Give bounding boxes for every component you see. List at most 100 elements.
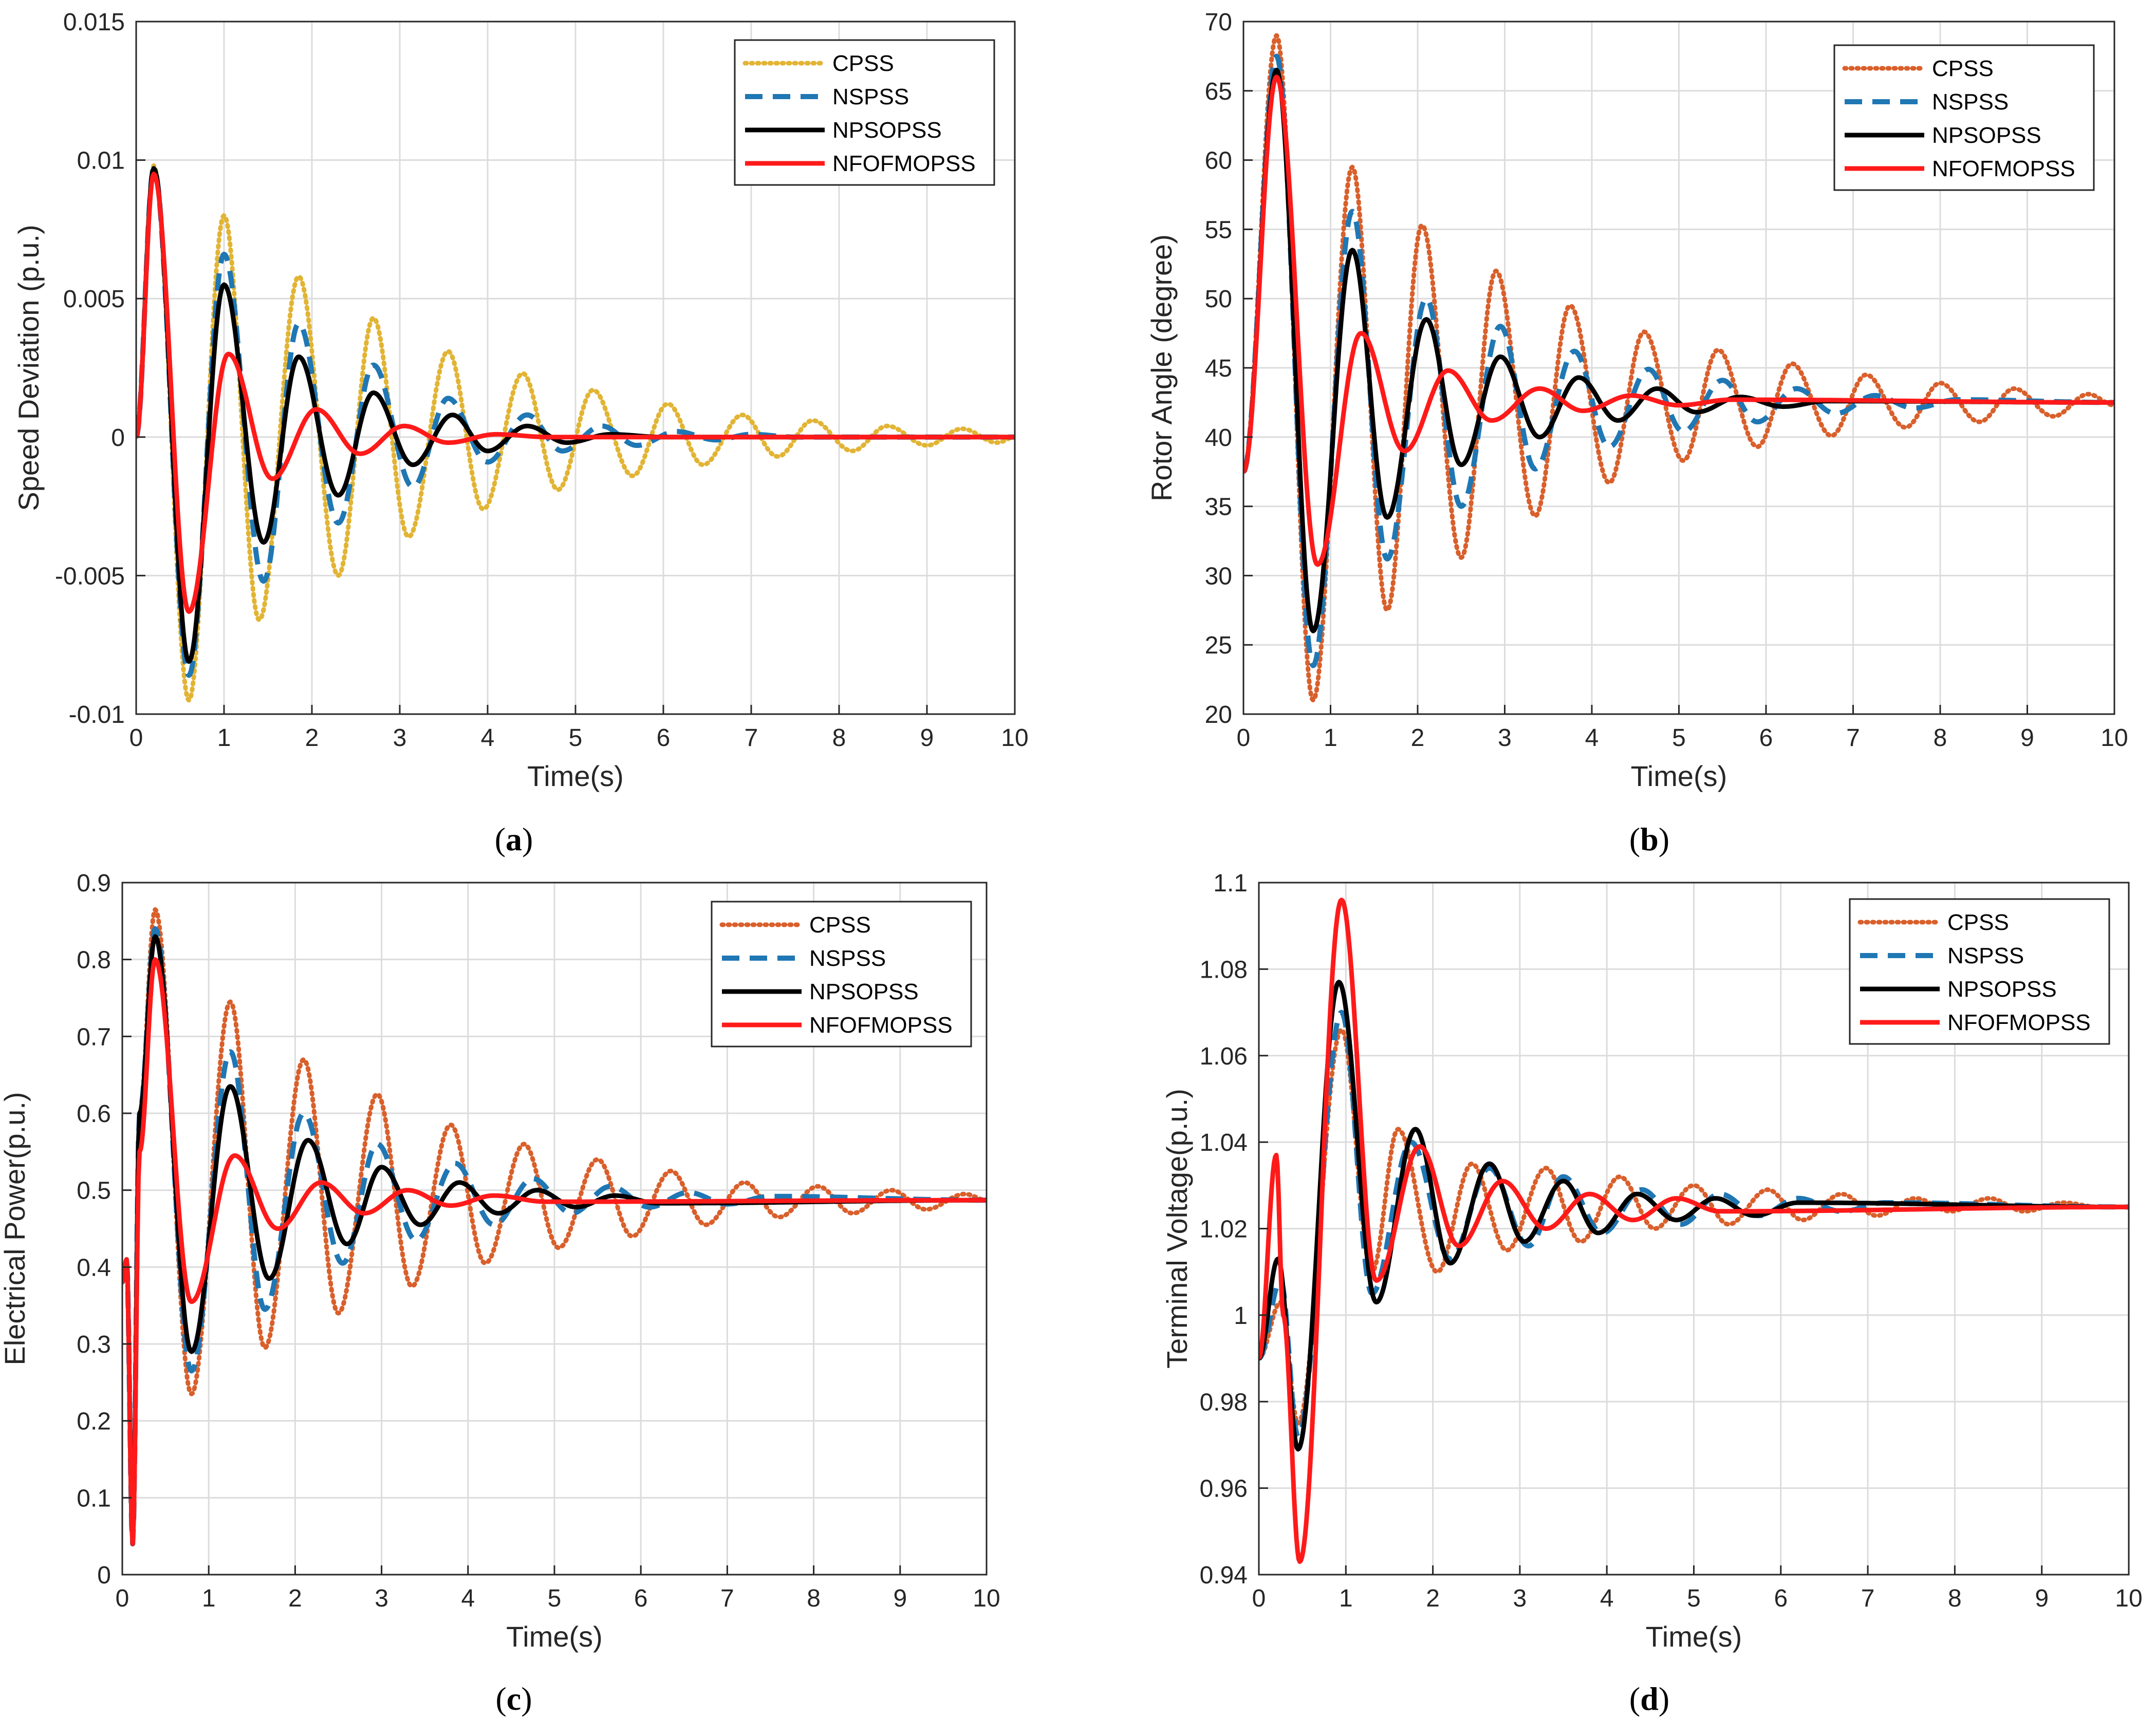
y-tick-label: 0.01 [77, 147, 125, 175]
legend-label-nspss: NSPSS [1947, 943, 2024, 968]
y-tick-label: 0 [97, 1562, 111, 1589]
x-tick-label: 6 [1774, 1585, 1788, 1612]
legend-label-nfofmopss: NFOFMOPSS [1947, 1010, 2091, 1035]
panel-caption: (a) [495, 821, 533, 857]
x-tick-label: 3 [393, 724, 407, 752]
legend-label-npsopss: NPSOPSS [809, 979, 919, 1004]
y-tick-label: 60 [1205, 147, 1232, 175]
y-tick-label: 0.6 [77, 1100, 111, 1128]
chart-panel-c: 0 1 2 3 4 5 6 7 8 9 10 0 0.1 0.2 0.3 0.4 0.5 0.6 0.7 0.8 0.9… [0, 870, 1000, 1717]
x-tick-label: 3 [1513, 1585, 1527, 1612]
legend: CPSS NSPSS NPSOPSS NFOFMOPSS [1849, 898, 2110, 1045]
x-tick-label: 1 [217, 724, 231, 752]
x-tick-label: 0 [1252, 1585, 1266, 1612]
y-tick-label: 35 [1205, 494, 1232, 521]
x-tick-label: 1 [1324, 724, 1337, 752]
y-tick-label: 1.1 [1213, 870, 1248, 897]
legend-label-nfofmopss: NFOFMOPSS [1932, 156, 2075, 181]
x-tick-label: 10 [1001, 724, 1028, 752]
x-tick-label: 7 [720, 1585, 734, 1612]
legend-label-nfofmopss: NFOFMOPSS [809, 1013, 953, 1038]
y-tick-label: 25 [1205, 632, 1232, 659]
x-axis-label: Time(s) [1631, 760, 1727, 792]
x-tick-label: 10 [2101, 724, 2128, 752]
legend: CPSS NSPSS NPSOPSS NFOFMOPSS [734, 39, 995, 186]
y-tick-label: 0.5 [77, 1178, 111, 1205]
y-tick-label: 45 [1205, 355, 1232, 382]
y-tick-label: 1.06 [1200, 1043, 1248, 1070]
legend-label-nfofmopss: NFOFMOPSS [832, 151, 976, 176]
x-tick-label: 10 [973, 1585, 1000, 1612]
caption-part: b [1640, 821, 1659, 857]
x-tick-label: 8 [1934, 724, 1947, 752]
y-axis-label: Electrical Power(p.u.) [0, 1092, 31, 1365]
y-tick-label: 0.7 [77, 1023, 111, 1051]
x-tick-label: 0 [1237, 724, 1251, 752]
legend-label-cpss: CPSS [832, 51, 894, 76]
y-tick-label: 0.8 [77, 947, 111, 974]
caption-part: a [506, 821, 522, 857]
x-tick-label: 9 [893, 1585, 907, 1612]
y-tick-label: 65 [1205, 78, 1232, 105]
x-tick-label: 4 [481, 724, 495, 752]
x-tick-label: 2 [288, 1585, 302, 1612]
y-tick-label: 0.96 [1200, 1475, 1248, 1503]
caption-part: d [1640, 1680, 1659, 1717]
chart-panel-a: 0 1 2 3 4 5 6 7 8 9 10 -0.01 -0.005 0 0.005 0.01 0.015 Ti… [12, 9, 1029, 857]
y-tick-label: -0.005 [55, 563, 125, 590]
y-tick-label: 20 [1205, 701, 1232, 728]
y-tick-label: 1.02 [1200, 1216, 1248, 1243]
y-tick-label: 55 [1205, 216, 1232, 244]
panel-caption: (c) [495, 1680, 532, 1717]
legend-label-cpss: CPSS [1932, 56, 1994, 81]
panel-caption: (b) [1629, 821, 1669, 857]
x-tick-label: 10 [2115, 1585, 2142, 1612]
y-tick-label: 0.2 [77, 1408, 111, 1435]
series-line-cpss [122, 907, 987, 1546]
y-tick-label: 0.1 [77, 1485, 111, 1512]
series-line-nspss [1243, 53, 2114, 668]
x-tick-label: 7 [1846, 724, 1860, 752]
y-tick-label: -0.01 [69, 701, 125, 728]
caption-part: ) [521, 1680, 532, 1717]
caption-part: ) [1659, 1680, 1669, 1717]
series-line-nfofmopss [122, 957, 987, 1546]
x-tick-label: 1 [202, 1585, 216, 1612]
x-tick-label: 5 [548, 1585, 562, 1612]
x-tick-label: 9 [2035, 1585, 2049, 1612]
y-tick-label: 0.9 [77, 870, 111, 897]
x-tick-label: 5 [1687, 1585, 1701, 1612]
panel-caption: (d) [1629, 1680, 1669, 1717]
legend-label-npsopss: NPSOPSS [832, 118, 942, 143]
series-line-nfofmopss [1243, 74, 2114, 567]
x-tick-label: 6 [1759, 724, 1773, 752]
legend-label-nspss: NSPSS [832, 84, 909, 109]
y-tick-label: 1.08 [1200, 956, 1248, 983]
caption-part: ( [1629, 1680, 1640, 1717]
chart-panel-d: 0 1 2 3 4 5 6 7 8 9 10 0.94 0.96 0.98 1 1.02 1.04 1.06 1.0… [1161, 870, 2143, 1717]
y-tick-label: 40 [1205, 424, 1232, 452]
y-axis-label: Terminal Voltage(p.u.) [1161, 1089, 1193, 1369]
y-axis-label: Speed Deviation (p.u.) [12, 225, 45, 511]
x-tick-label: 5 [1672, 724, 1686, 752]
legend-label-cpss: CPSS [809, 912, 871, 938]
x-tick-label: 0 [129, 724, 143, 752]
x-tick-label: 4 [461, 1585, 475, 1612]
x-tick-label: 6 [634, 1585, 648, 1612]
x-axis-label: Time(s) [506, 1620, 603, 1653]
chart-panel-b: 0 1 2 3 4 5 6 7 8 9 102025303540455055606570Time(s… [1145, 9, 2128, 857]
y-tick-label: 0.94 [1200, 1562, 1248, 1589]
x-tick-label: 4 [1585, 724, 1599, 752]
legend-label-npsopss: NPSOPSS [1947, 977, 2057, 1002]
series-line-cpss [1259, 1027, 2129, 1426]
x-tick-label: 7 [745, 724, 758, 752]
x-tick-label: 2 [1426, 1585, 1440, 1612]
caption-part: ) [522, 821, 533, 857]
x-tick-label: 8 [807, 1585, 821, 1612]
x-tick-label: 9 [2020, 724, 2034, 752]
x-tick-label: 6 [657, 724, 671, 752]
y-tick-label: 30 [1205, 563, 1232, 590]
series-line-nfofmopss [1259, 898, 2129, 1564]
legend: CPSS NSPSS NPSOPSS NFOFMOPSS [711, 901, 972, 1048]
y-tick-label: 1.04 [1200, 1129, 1248, 1156]
